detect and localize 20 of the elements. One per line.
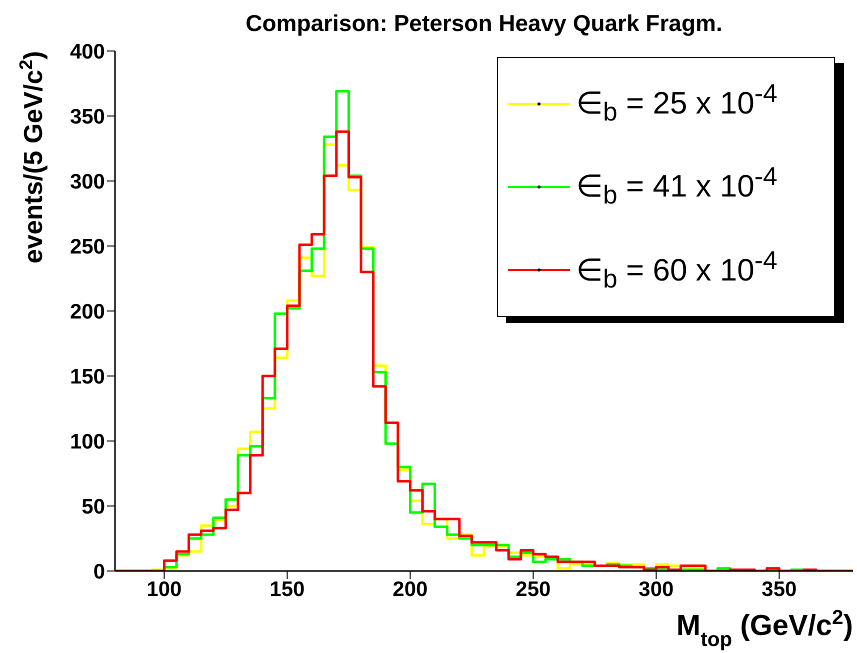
y-tick-label: 300 (70, 170, 105, 194)
x-tick-label: 150 (270, 578, 305, 601)
y-tick-label: 400 (70, 40, 105, 64)
chart-title: Comparison: Peterson Heavy Quark Fragm. (244, 10, 724, 37)
legend-label: ∈$_{b}$ = 41 x 10$^{-4}$ (576, 163, 778, 211)
y-tick-label: 50 (82, 495, 105, 518)
x-tick-label: 350 (762, 578, 797, 601)
y-tick-label: 250 (70, 235, 105, 258)
x-axis-title: M$_{top}$ (GeV/c$^{2}$) (676, 607, 853, 651)
y-tick-label: 100 (70, 430, 105, 454)
y-tick-label: 0 (93, 560, 105, 584)
y-tick-label: 200 (70, 300, 105, 324)
x-tick-label: 250 (516, 578, 551, 601)
legend-label: ∈$_{b}$ = 60 x 10$^{-4}$ (576, 246, 778, 294)
x-tick-label: 300 (638, 578, 674, 601)
y-tick-label: 150 (70, 365, 105, 388)
legend-label: ∈$_{b}$ = 25 x 10$^{-4}$ (576, 80, 778, 128)
x-tick-label: 200 (392, 578, 428, 601)
x-tick-label: 100 (146, 578, 182, 601)
y-tick-label: 350 (70, 105, 105, 128)
